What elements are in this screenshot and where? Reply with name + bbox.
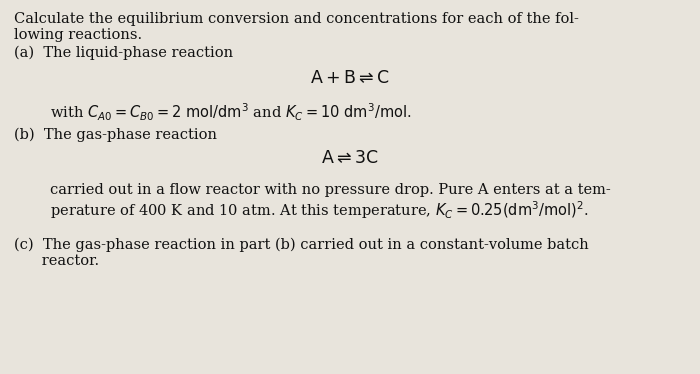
Text: $\mathrm{A} \rightleftharpoons \mathrm{3C}$: $\mathrm{A} \rightleftharpoons \mathrm{3…: [321, 150, 379, 167]
Text: perature of 400 K and 10 atm. At this temperature, $K_C = 0.25(\mathrm{dm^3/mol}: perature of 400 K and 10 atm. At this te…: [50, 199, 589, 221]
Text: Calculate the equilibrium conversion and concentrations for each of the fol-: Calculate the equilibrium conversion and…: [14, 12, 579, 26]
Text: (a)  The liquid-phase reaction: (a) The liquid-phase reaction: [14, 46, 233, 60]
Text: lowing reactions.: lowing reactions.: [14, 28, 142, 42]
Text: $\mathrm{A + B} \rightleftharpoons \mathrm{C}$: $\mathrm{A + B} \rightleftharpoons \math…: [310, 70, 390, 87]
Text: reactor.: reactor.: [14, 254, 99, 268]
Text: with $C_{A0} = C_{B0} = 2\ \mathrm{mol/dm^3}$ and $K_C = 10\ \mathrm{dm^3/mol}$.: with $C_{A0} = C_{B0} = 2\ \mathrm{mol/d…: [50, 102, 412, 123]
Text: carried out in a flow reactor with no pressure drop. Pure A enters at a tem-: carried out in a flow reactor with no pr…: [50, 183, 610, 197]
Text: (c)  The gas-phase reaction in part (b) carried out in a constant-volume batch: (c) The gas-phase reaction in part (b) c…: [14, 238, 589, 252]
Text: (b)  The gas-phase reaction: (b) The gas-phase reaction: [14, 128, 217, 142]
